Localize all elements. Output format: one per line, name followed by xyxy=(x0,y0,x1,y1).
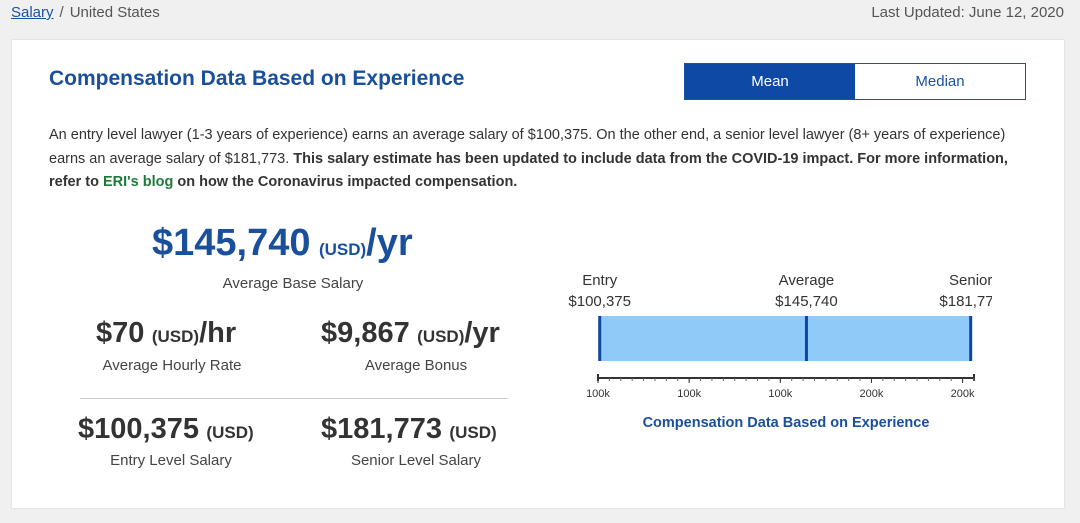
median-button[interactable]: Median xyxy=(855,64,1025,99)
chart-title: Compensation Data Based on Experience xyxy=(643,415,930,431)
breadcrumb-separator: / xyxy=(59,4,64,21)
base-salary-label: Average Base Salary xyxy=(222,275,364,292)
base-salary-amount: $145,740 xyxy=(152,222,311,264)
tick-label: 100k xyxy=(768,388,792,400)
entry-value: $100,375 (USD) xyxy=(78,413,254,446)
marker-value-entry: $100,375 xyxy=(568,293,631,310)
entry-amount: $100,375 xyxy=(78,413,199,445)
hourly-value: $70 (USD)/hr xyxy=(96,317,236,350)
entry-currency: (USD) xyxy=(206,423,254,442)
bonus-period: /yr xyxy=(464,317,500,349)
last-updated: Last Updated: June 12, 2020 xyxy=(871,4,1064,21)
marker-label-average: Average xyxy=(779,272,835,289)
senior-label: Senior Level Salary xyxy=(350,452,482,469)
marker-label-senior: Senior xyxy=(949,272,992,289)
marker-value-senior: $181,773 xyxy=(939,293,992,310)
base-salary-period: /yr xyxy=(366,222,413,264)
senior-amount: $181,773 xyxy=(321,413,442,445)
senior-currency: (USD) xyxy=(449,423,497,442)
marker-value-average: $145,740 xyxy=(775,293,838,310)
hourly-currency: (USD) xyxy=(151,327,200,346)
base-salary-currency: (USD) xyxy=(318,240,367,259)
divider xyxy=(80,398,508,399)
eri-blog-link[interactable]: ERI's blog xyxy=(103,174,174,190)
tick-label: 200k xyxy=(860,388,884,400)
bonus-currency: (USD) xyxy=(417,327,465,346)
breadcrumb-current: United States xyxy=(69,4,160,21)
experience-chart-svg: Entry $100,375 Average $145,740 Senior $181,7… xyxy=(568,272,1002,431)
breadcrumb-salary-link[interactable]: Salary xyxy=(11,4,54,21)
card-title: Compensation Data Based on Experience xyxy=(49,67,465,90)
entry-label: Entry Level Salary xyxy=(110,452,232,469)
bonus-amount: $9,867 xyxy=(321,317,410,349)
tick-label: 100k xyxy=(586,388,610,400)
tick-label: 100k xyxy=(677,388,701,400)
compensation-card: Compensation Data Based on Experience Me… xyxy=(12,40,1064,508)
description: An entry level lawyer (1-3 years of expe… xyxy=(49,124,1019,195)
mean-median-toggle: Mean Median xyxy=(684,63,1026,100)
tick-label: 200k xyxy=(951,388,975,400)
breadcrumb: Salary / United States xyxy=(11,4,160,21)
range-bar xyxy=(599,316,971,361)
marker-label-entry: Entry xyxy=(582,272,618,289)
mean-button[interactable]: Mean xyxy=(685,64,855,99)
description-text: An entry level lawyer (1-3 years of expe… xyxy=(49,127,1006,167)
hourly-period: /hr xyxy=(199,317,237,349)
hourly-amount: $70 xyxy=(96,317,145,349)
bonus-label: Average Bonus xyxy=(364,357,468,374)
experience-chart: Entry $100,375 Average $145,740 Senior $181,7… xyxy=(552,268,1002,468)
covid-note: This salary estimate has been updated to… xyxy=(49,150,1008,191)
top-bar: Salary / United States Last Updated: June … xyxy=(0,0,1080,30)
bonus-value: $9,867 (USD)/yr xyxy=(321,317,500,350)
hourly-label: Average Hourly Rate xyxy=(102,357,242,374)
covid-note-end: on how the Coronavirus impacted compensa… xyxy=(177,174,518,190)
base-salary-value: $145,740 (USD)/yr xyxy=(152,222,413,265)
senior-value: $181,773 (USD) xyxy=(321,413,497,446)
